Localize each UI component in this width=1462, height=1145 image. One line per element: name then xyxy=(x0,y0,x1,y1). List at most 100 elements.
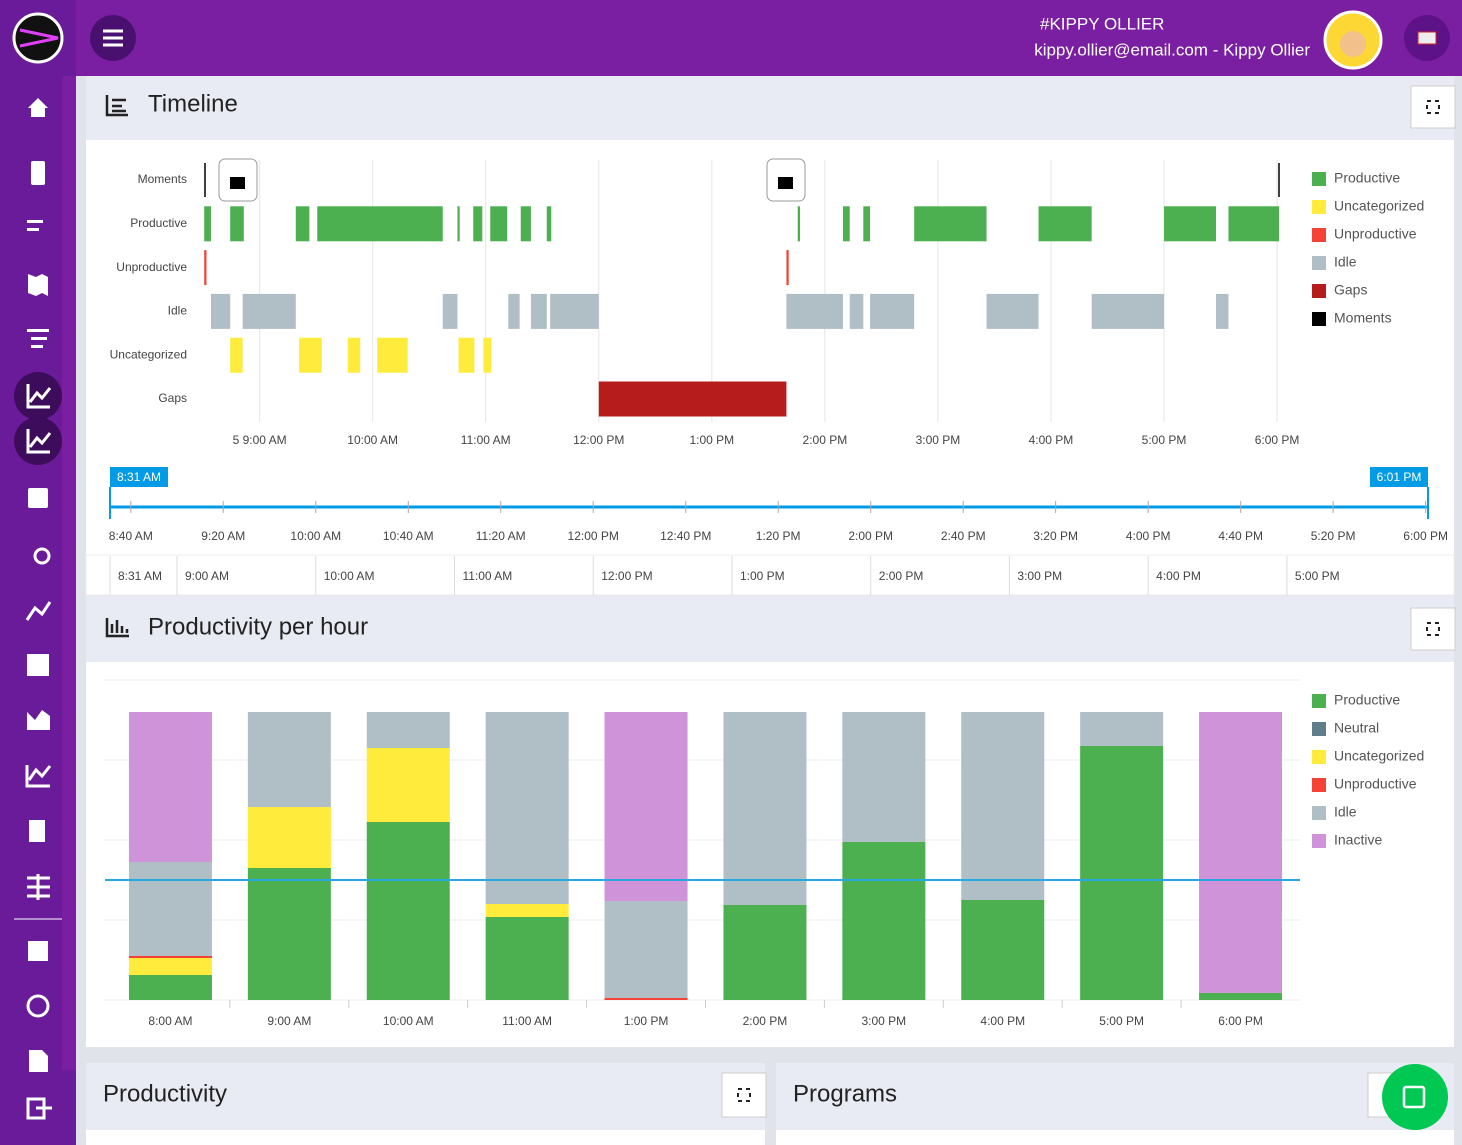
x-tick-label: 5:20 PM xyxy=(1311,529,1356,543)
time-segment xyxy=(483,337,492,373)
handle-label-box xyxy=(110,467,168,487)
timeline-icon[interactable] xyxy=(27,329,49,332)
card-body xyxy=(776,1130,1454,1145)
grid-icon[interactable] xyxy=(28,941,48,961)
chart-icon xyxy=(26,384,52,409)
legend-swatch xyxy=(1312,750,1326,764)
card-title: Productivity per hour xyxy=(148,613,368,640)
x-tick-label: 10:00 AM xyxy=(347,433,398,447)
globe-icon[interactable] xyxy=(26,994,50,1018)
logo[interactable] xyxy=(12,12,64,64)
lock-icons xyxy=(218,158,806,202)
bar-segment xyxy=(485,712,569,904)
line-icon[interactable] xyxy=(25,765,52,788)
time-segment xyxy=(377,337,408,373)
time-segment xyxy=(1091,293,1165,329)
chart-icon-2 xyxy=(26,429,52,454)
time-segment xyxy=(1038,206,1092,242)
time-segment xyxy=(849,293,864,329)
row-label: Idle xyxy=(168,304,188,318)
time-segment xyxy=(530,293,547,329)
bar-segment xyxy=(961,900,1045,1000)
x-tick-label: 11:00 AM xyxy=(502,1014,552,1028)
legend-label: Uncategorized xyxy=(1334,198,1424,214)
legend-label: Productive xyxy=(1334,692,1400,708)
building-icon[interactable] xyxy=(29,820,45,842)
navigator-label: 2:00 PM xyxy=(879,569,924,583)
time-segment xyxy=(863,206,871,242)
logo-mark xyxy=(19,28,59,48)
fullscreen-button[interactable] xyxy=(721,1072,767,1118)
area-icon[interactable] xyxy=(27,710,50,730)
legend-label: Idle xyxy=(1334,804,1357,820)
time-segment xyxy=(1228,206,1279,242)
time-segment xyxy=(508,293,520,329)
bar-segment xyxy=(485,904,569,917)
time-segment xyxy=(550,293,599,329)
x-tick-label: 3:00 PM xyxy=(916,433,961,447)
time-segment xyxy=(210,293,231,329)
table-icon[interactable] xyxy=(27,654,49,676)
timeline-icon xyxy=(105,95,128,117)
bar-segment xyxy=(1199,992,1283,1000)
home-icon[interactable] xyxy=(28,98,48,117)
x-tick-label: 10:00 AM xyxy=(290,529,341,543)
doc-icon[interactable] xyxy=(29,1050,48,1072)
sidebar-icons[interactable] xyxy=(14,98,62,1120)
timeline-icon-3 xyxy=(31,345,43,348)
menu-icon xyxy=(103,29,123,47)
time-segment xyxy=(442,293,458,329)
fullscreen-button[interactable] xyxy=(1410,85,1456,129)
lock-body xyxy=(778,177,793,189)
device-icon[interactable] xyxy=(31,161,45,185)
x-tick-label: 9:20 AM xyxy=(201,529,245,543)
row-label: Productive xyxy=(130,216,187,230)
fullscreen-button[interactable] xyxy=(1410,607,1456,651)
x-tick-label: 2:40 PM xyxy=(941,529,986,543)
time-segment xyxy=(473,206,483,242)
time-segment xyxy=(598,381,787,417)
x-tick-label: 8:00 AM xyxy=(148,1014,192,1028)
time-segment xyxy=(347,337,361,373)
legend-swatch xyxy=(1312,694,1326,708)
x-tick-label: 2:00 PM xyxy=(743,1014,788,1028)
navigator-label: 12:00 PM xyxy=(601,569,652,583)
time-segment xyxy=(230,337,243,373)
navigator-label: 5:00 PM xyxy=(1295,569,1340,583)
trend-icon[interactable] xyxy=(25,601,52,621)
tune-icon[interactable] xyxy=(27,874,50,900)
time-segment xyxy=(490,206,508,242)
x-tick-label: 10:40 AM xyxy=(383,529,434,543)
x-tick-label: 4:00 PM xyxy=(1126,529,1171,543)
list-icon[interactable] xyxy=(27,220,43,223)
x-tick-label: 6:00 PM xyxy=(1218,1014,1263,1028)
bar-segment xyxy=(366,822,450,1000)
bar-segment xyxy=(128,958,212,975)
handle-label: 8:31 AM xyxy=(117,470,161,484)
bars-icon[interactable] xyxy=(28,488,48,508)
bar-segment xyxy=(366,712,450,748)
time-segment xyxy=(842,206,850,242)
x-tick-label: 10:00 AM xyxy=(383,1014,434,1028)
map-icon[interactable] xyxy=(28,274,48,296)
x-tick-label: 12:00 PM xyxy=(573,433,624,447)
time-segment xyxy=(1216,293,1229,329)
bar-segment xyxy=(604,901,688,998)
card-title: Programs xyxy=(793,1080,897,1107)
x-tick-label: 4:00 PM xyxy=(1029,433,1074,447)
x-tick-label: 8:40 AM xyxy=(109,529,153,543)
logout-icon[interactable] xyxy=(26,1097,52,1120)
handle-label: 6:01 PM xyxy=(1377,470,1422,484)
legend-label: Inactive xyxy=(1334,832,1382,848)
search-icon[interactable] xyxy=(33,547,51,565)
account-name: #KIPPY OLLIER xyxy=(1040,14,1164,33)
navigator-label: 9:00 AM xyxy=(185,569,229,583)
navigator-label: 3:00 PM xyxy=(1017,569,1062,583)
time-segment xyxy=(457,206,460,242)
bar-segment xyxy=(247,868,331,1000)
row-label: Unproductive xyxy=(116,260,187,274)
bar-segment xyxy=(128,956,212,958)
x-tick-label: 5 9:00 AM xyxy=(233,433,287,447)
add-widget-button[interactable] xyxy=(1382,1064,1448,1130)
